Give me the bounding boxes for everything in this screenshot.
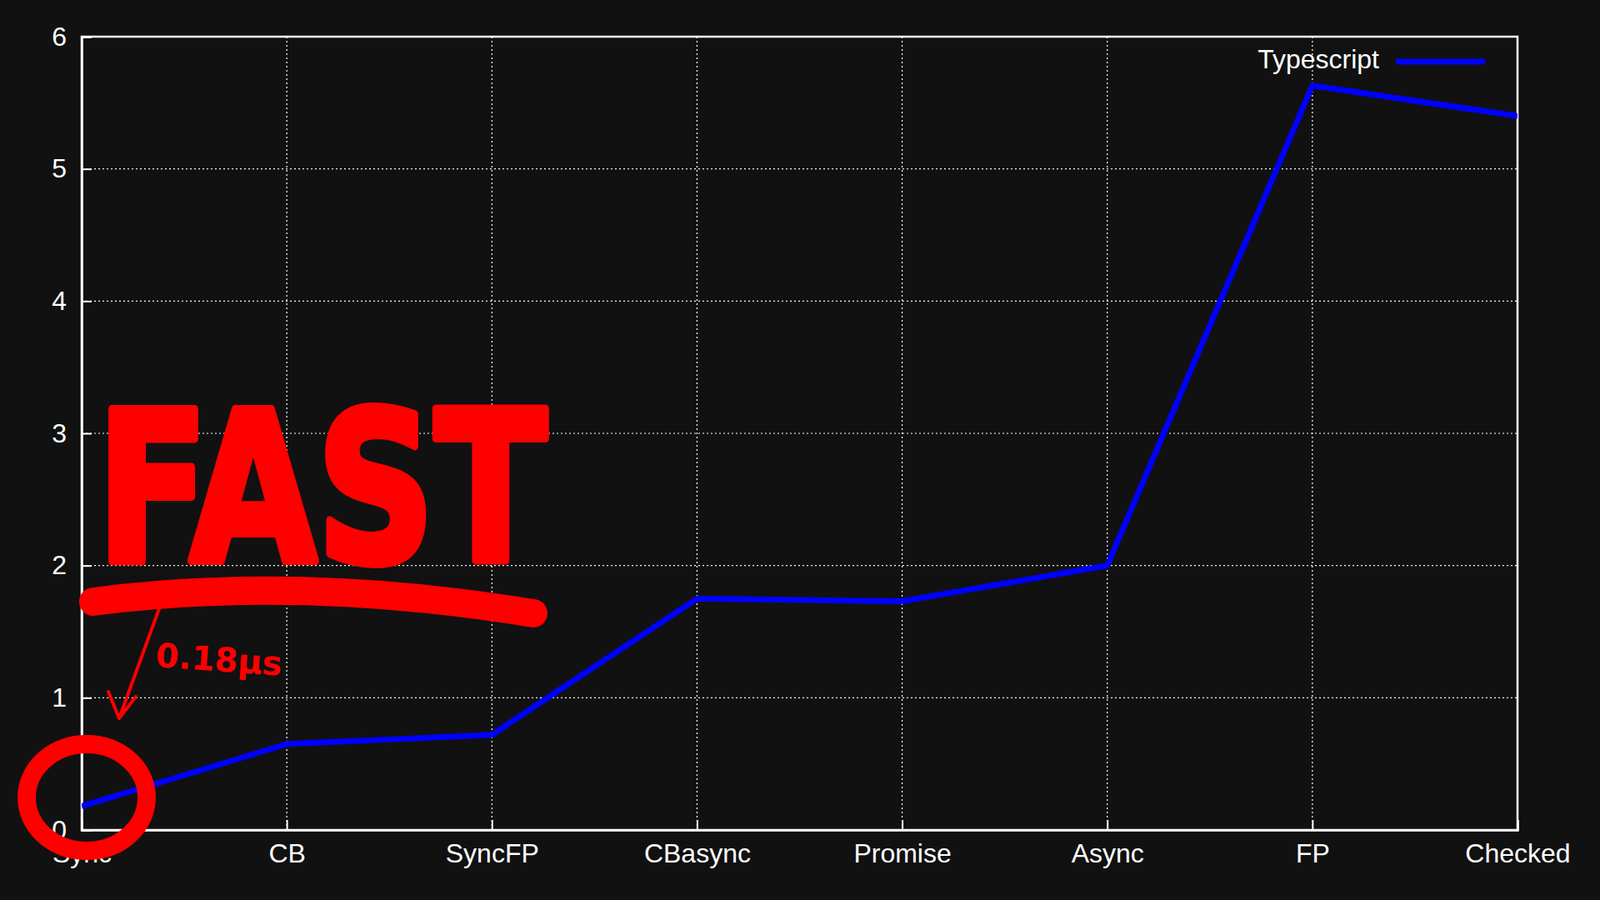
grid-line-y — [81, 697, 1518, 699]
x-tick-mark — [1517, 820, 1520, 830]
x-tick: CBasync — [644, 820, 751, 869]
y-tick: 2 — [51, 550, 92, 580]
x-tick-mark — [286, 820, 289, 830]
y-tick-mark — [81, 36, 92, 39]
grid-line-x — [1106, 36, 1108, 830]
grid-line-y — [81, 300, 1518, 302]
x-tick: Promise — [853, 820, 951, 869]
x-tick-mark — [81, 820, 84, 830]
y-tick-label: 6 — [51, 21, 67, 52]
y-tick-label: 2 — [51, 550, 67, 580]
annotation-circle — [26, 744, 147, 851]
grid-line-x — [1311, 36, 1313, 830]
x-tick: FP — [1295, 820, 1330, 869]
plot-marks — [81, 85, 1518, 807]
background — [0, 0, 1600, 900]
x-tick-label: Async — [1071, 838, 1145, 869]
y-tick: 5 — [51, 153, 92, 184]
plot-frame — [81, 36, 1518, 830]
grid-line-x — [696, 36, 698, 830]
x-tick-mark — [1311, 820, 1314, 830]
grid — [81, 36, 1518, 830]
y-tick-label: 1 — [51, 682, 67, 713]
legend-label: Typescript — [1257, 44, 1380, 75]
x-tick: Async — [1071, 820, 1145, 869]
x-tick-label: FP — [1295, 838, 1330, 869]
y-tick-label: 4 — [51, 285, 67, 316]
legend: Typescript — [1257, 44, 1485, 75]
x-tick-label: CB — [268, 838, 305, 869]
y-tick: 3 — [51, 418, 92, 449]
annotation-text: 0.18µs — [154, 635, 284, 683]
grid-line-x — [901, 36, 903, 830]
x-tick: Checked — [1465, 820, 1570, 869]
x-tick-mark — [491, 820, 494, 830]
x-axis: SyncCBSyncFPCBasyncPromiseAsyncFPChecked — [52, 820, 1571, 869]
annotations: FAST 0.18µs — [26, 367, 547, 851]
y-tick-mark — [81, 168, 92, 170]
y-tick-mark — [81, 300, 92, 303]
x-tick-label: SyncFP — [445, 838, 540, 869]
x-tick-label: Checked — [1465, 838, 1570, 869]
y-axis: 0123456 — [51, 21, 92, 845]
y-tick: 6 — [51, 21, 92, 52]
y-axis-line — [82, 37, 93, 831]
x-tick: CB — [268, 820, 305, 869]
annotation-arrow — [108, 604, 161, 719]
x-tick-mark — [901, 820, 904, 830]
y-tick-label: 5 — [51, 153, 67, 184]
y-tick: 4 — [51, 285, 92, 316]
y-tick-mark — [81, 565, 92, 567]
annotation-text: FAST — [96, 367, 547, 610]
y-tick-mark — [81, 433, 92, 435]
x-tick: SyncFP — [445, 820, 540, 869]
series-line — [81, 85, 1518, 807]
x-tick-mark — [696, 820, 699, 830]
y-tick-label: 3 — [51, 418, 67, 449]
x-axis-line — [82, 820, 1519, 831]
x-tick-mark — [1106, 820, 1109, 830]
x-tick-label: CBasync — [644, 838, 751, 869]
x-tick-label: Promise — [853, 838, 951, 869]
y-tick-mark — [81, 697, 92, 700]
grid-line-y — [81, 168, 1518, 170]
chart: 0123456SyncCBSyncFPCBasyncPromiseAsyncFP… — [0, 0, 1600, 900]
y-tick: 1 — [51, 682, 92, 713]
legend-swatch — [1395, 59, 1485, 65]
